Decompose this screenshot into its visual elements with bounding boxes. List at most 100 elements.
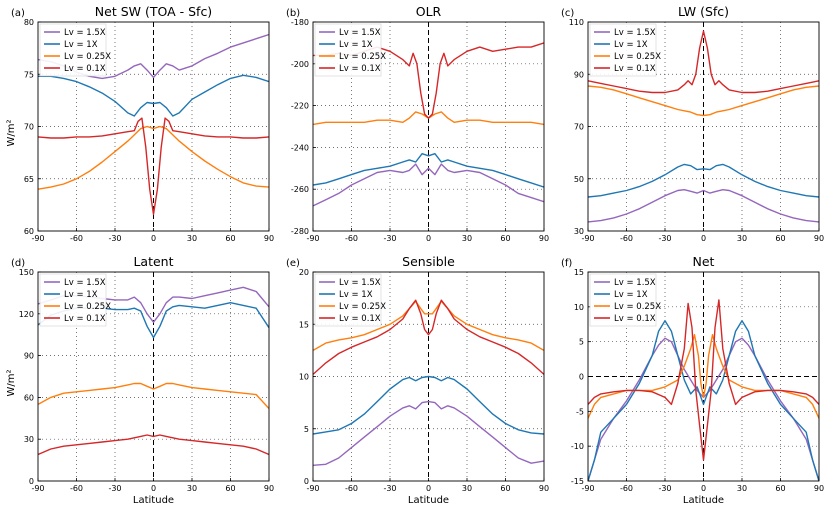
y-tick-label: 75	[24, 70, 34, 79]
legend-label: Lv = 1.5X	[614, 278, 656, 288]
panel-d: -90 -60 -30 0 30 60 90 0 30 60 90 120 150(d) Latent La…	[11, 254, 274, 506]
legend: Lv = 1.5X Lv = 1X Lv = 0.25X Lv = 0.1X	[314, 23, 386, 77]
ylabel-bottom: W/m²	[6, 369, 17, 396]
x-tick-label: 30	[187, 484, 197, 493]
y-tick-label: 70	[24, 123, 34, 132]
y-tick-label: -5	[576, 407, 584, 416]
panel-label: (c)	[561, 8, 574, 19]
panel-label: (e)	[286, 258, 300, 269]
ylabel-top: W/m²	[6, 119, 17, 146]
series-line-1	[38, 74, 269, 117]
x-tick-label: -30	[383, 484, 396, 493]
x-tick-label: 0	[701, 484, 706, 493]
x-tick-label: -60	[620, 484, 633, 493]
legend-label: Lv = 1X	[614, 290, 648, 300]
panel-title: Net SW (TOA - Sfc)	[95, 4, 212, 19]
x-axis-label: Latitude	[683, 495, 724, 506]
y-tick-label: -260	[291, 185, 309, 194]
series-line-0	[313, 163, 544, 207]
x-tick-label: -90	[306, 484, 319, 493]
legend-label: Lv = 1X	[339, 40, 373, 50]
y-tick-label: 65	[24, 175, 34, 184]
legend-label: Lv = 1.5X	[614, 28, 656, 38]
y-tick-label: 30	[574, 227, 584, 236]
x-tick-label: 90	[539, 484, 549, 493]
series-line-3	[588, 30, 819, 94]
y-tick-label: 10	[574, 303, 584, 312]
x-tick-label: 0	[151, 484, 156, 493]
series-line-1	[313, 153, 544, 188]
x-tick-label: 0	[151, 234, 156, 243]
series-line-2	[38, 125, 269, 190]
x-tick-label: 90	[814, 484, 824, 493]
x-tick-label: 60	[775, 484, 785, 493]
y-tick-label: -280	[291, 227, 309, 236]
series-line-1	[588, 163, 819, 198]
series-line-0	[313, 400, 544, 466]
panel-e: -90 -60 -30 0 30 60 90 0 5 10 15 20(e) Sensible Latit…	[286, 254, 549, 506]
y-tick-label: -240	[291, 143, 309, 152]
x-tick-label: 30	[462, 234, 472, 243]
x-tick-label: 30	[737, 484, 747, 493]
panel-label: (a)	[11, 8, 25, 19]
x-tick-label: -60	[345, 484, 358, 493]
panel-title: LW (Sfc)	[678, 4, 729, 19]
x-tick-label: 60	[225, 234, 235, 243]
legend-label: Lv = 1.5X	[339, 28, 381, 38]
panel-title: Latent	[133, 254, 173, 269]
y-tick-label: 90	[24, 352, 34, 361]
y-tick-label: 30	[24, 435, 34, 444]
x-tick-label: -60	[345, 234, 358, 243]
y-tick-label: 150	[19, 268, 34, 277]
x-tick-label: -30	[108, 484, 121, 493]
y-tick-label: 0	[29, 477, 34, 486]
legend-label: Lv = 1X	[64, 40, 98, 50]
legend-label: Lv = 1.5X	[339, 278, 381, 288]
x-tick-label: -30	[108, 234, 121, 243]
y-tick-label: 50	[574, 175, 584, 184]
legend-label: Lv = 0.25X	[614, 52, 661, 62]
panel-b: -90 -60 -30 0 30 60 90 -280 -260 -240 -220 -200 -180…	[286, 4, 549, 243]
y-tick-label: 90	[574, 70, 584, 79]
x-tick-label: 0	[701, 234, 706, 243]
y-tick-label: -10	[571, 442, 584, 451]
legend-label: Lv = 0.25X	[339, 52, 386, 62]
x-tick-label: 90	[814, 234, 824, 243]
legend-label: Lv = 1X	[614, 40, 648, 50]
x-tick-label: 90	[264, 484, 274, 493]
panel-label: (f)	[561, 258, 572, 269]
series-line-3	[38, 434, 269, 456]
legend-label: Lv = 0.25X	[614, 302, 661, 312]
y-tick-label: 60	[24, 393, 34, 402]
legend-label: Lv = 0.1X	[614, 314, 656, 324]
legend-label: Lv = 0.25X	[64, 52, 111, 62]
y-tick-label: -15	[571, 477, 584, 486]
x-tick-label: -30	[658, 484, 671, 493]
series-line-2	[588, 85, 819, 117]
y-tick-label: 70	[574, 123, 584, 132]
legend-label: Lv = 1X	[339, 290, 373, 300]
legend: Lv = 1.5X Lv = 1X Lv = 0.25X Lv = 0.1X	[39, 23, 111, 77]
x-tick-label: 60	[225, 484, 235, 493]
x-tick-label: 0	[426, 234, 431, 243]
panel-a: -90 -60 -30 0 30 60 90 60 65 70 75 80(a) Net SW (TOA…	[11, 4, 274, 243]
series-line-3	[588, 299, 819, 461]
x-tick-label: 30	[462, 484, 472, 493]
x-tick-label: -90	[581, 484, 594, 493]
y-tick-label: 110	[569, 18, 584, 27]
x-tick-label: 30	[737, 234, 747, 243]
y-tick-label: 20	[299, 268, 309, 277]
x-tick-label: -60	[620, 234, 633, 243]
panel-title: Net	[693, 254, 715, 269]
x-tick-label: 30	[187, 234, 197, 243]
y-tick-label: 15	[574, 268, 584, 277]
panel-title: Sensible	[402, 254, 455, 269]
panel-label: (b)	[286, 8, 300, 19]
legend-label: Lv = 1X	[64, 290, 98, 300]
x-tick-label: -60	[70, 234, 83, 243]
x-tick-label: 60	[500, 234, 510, 243]
y-tick-label: 0	[304, 477, 309, 486]
x-axis-label: Latitude	[408, 495, 449, 506]
panel-label: (d)	[11, 258, 25, 269]
